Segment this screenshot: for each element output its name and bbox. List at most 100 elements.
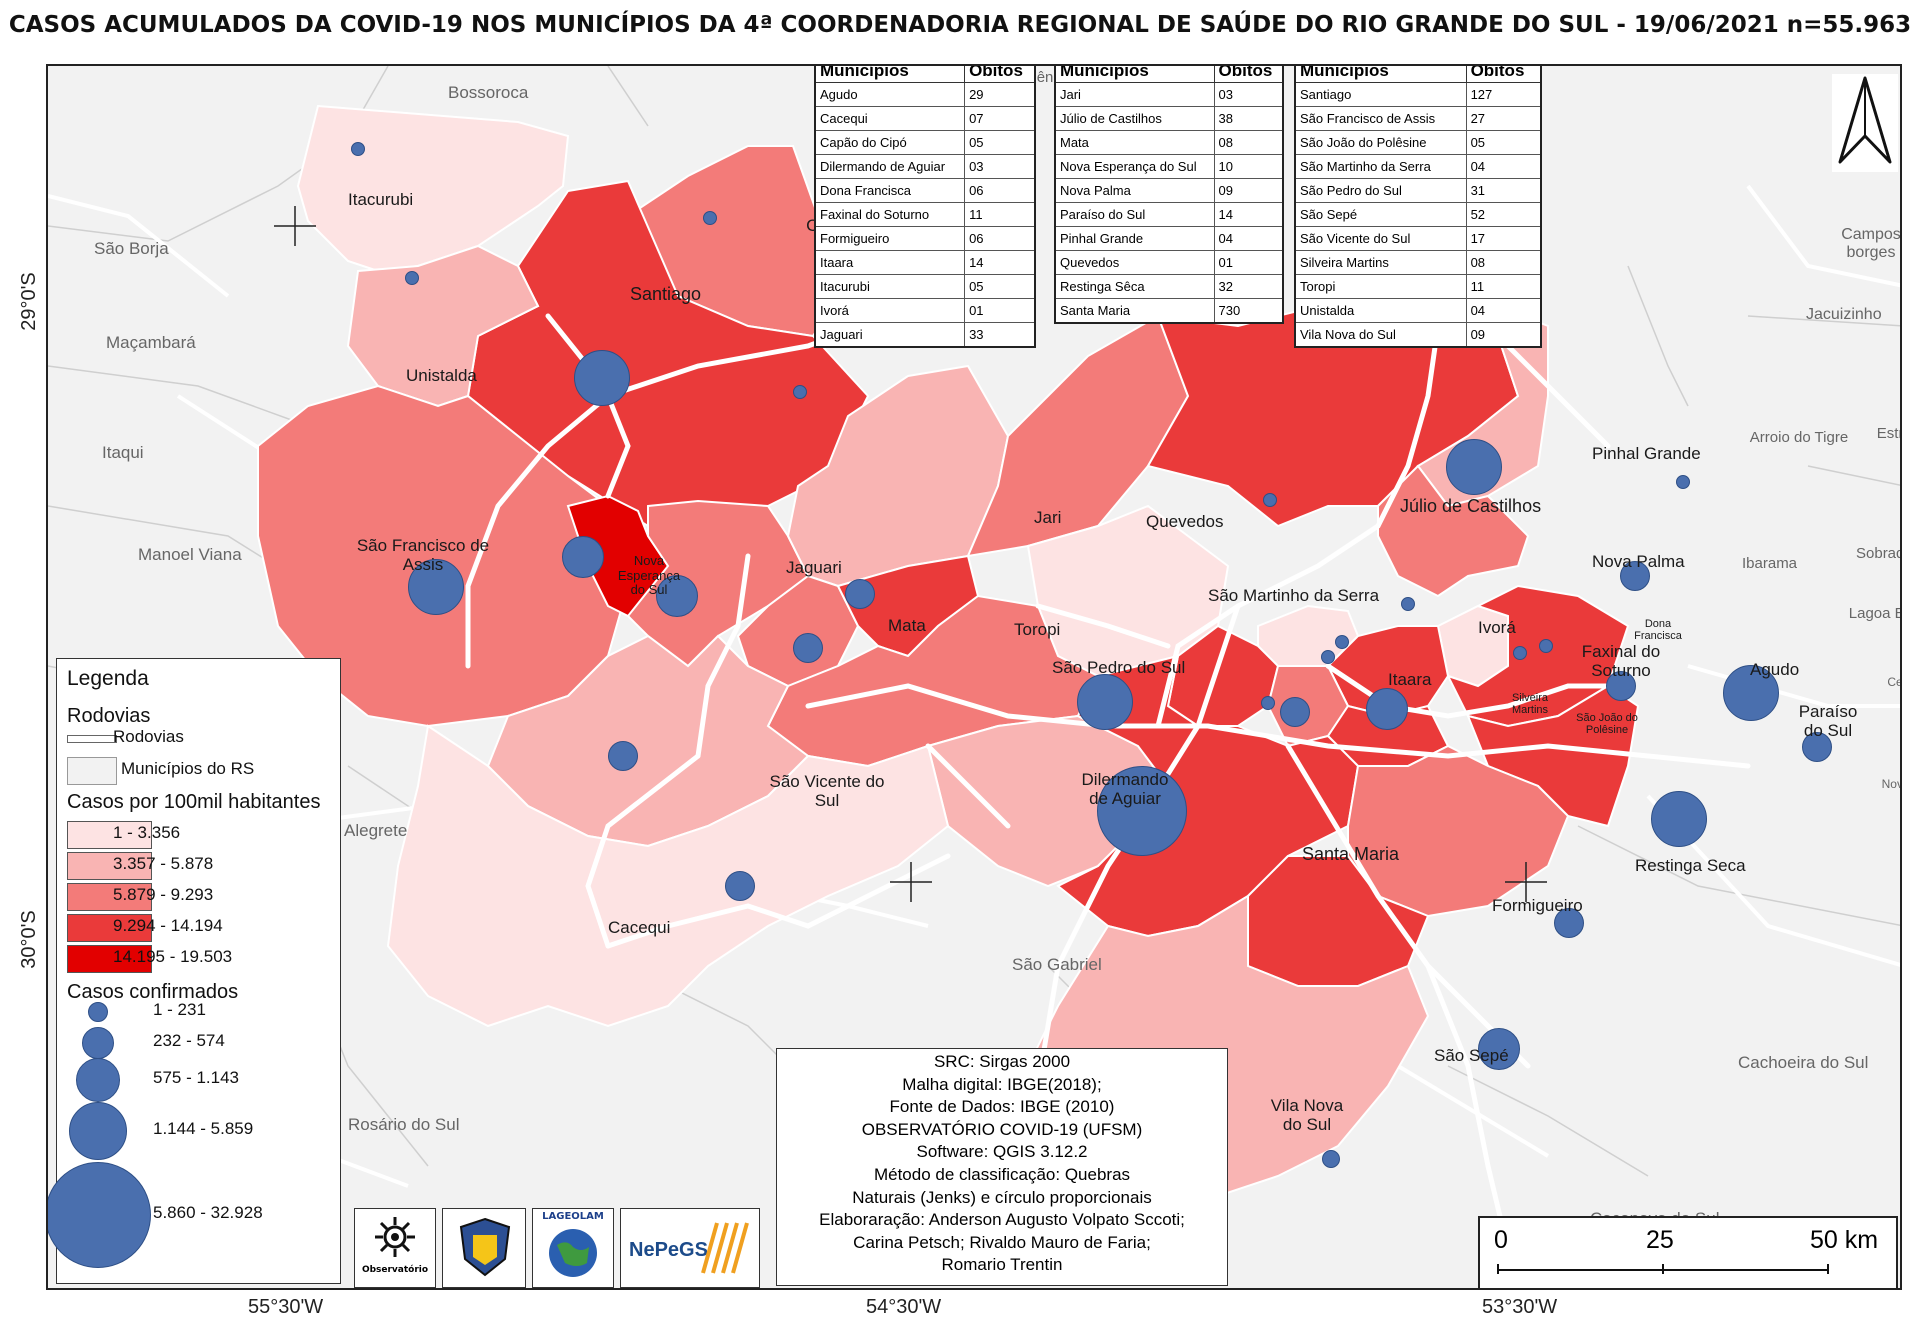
table-row: Silveira Martins 08 bbox=[1294, 250, 1542, 275]
deaths-cell: 10 bbox=[1213, 154, 1284, 179]
municipality-cell: Nova Esperança do Sul bbox=[1054, 154, 1215, 179]
metadata-box: SRC: Sirgas 2000 Malha digital: IBGE(2018… bbox=[776, 1048, 1228, 1286]
case-circle bbox=[1651, 791, 1707, 847]
municipality-cell: Santa Maria bbox=[1054, 298, 1215, 324]
case-circle bbox=[793, 633, 823, 663]
municipality-label: Mata bbox=[888, 616, 926, 635]
case-circle bbox=[1478, 1028, 1520, 1070]
metadata-line: Software: QGIS 3.12.2 bbox=[916, 1142, 1088, 1162]
legend-rate-header: Casos por 100mil habitantes bbox=[67, 791, 321, 813]
legend-rate-label: 3.357 - 5.878 bbox=[113, 854, 214, 873]
legend-rate-label: 5.879 - 9.293 bbox=[113, 885, 214, 904]
table-row: Unistalda 04 bbox=[1294, 298, 1542, 323]
table-row: São Martinho da Serra 04 bbox=[1294, 154, 1542, 179]
case-circle bbox=[1321, 650, 1335, 664]
ufsm-crest-icon bbox=[459, 1217, 511, 1277]
table-row: Itacurubi 05 bbox=[814, 274, 1036, 299]
deaths-cell: 127 bbox=[1465, 82, 1542, 107]
case-circle bbox=[845, 579, 875, 609]
municipality-cell: São Sepé bbox=[1294, 202, 1467, 227]
municipality-polygons bbox=[257, 104, 1640, 1248]
outside-place-label: Manoel Viana bbox=[138, 545, 242, 564]
deaths-cell: 06 bbox=[964, 226, 1036, 251]
table-row: Jaguari 33 bbox=[814, 322, 1036, 348]
table-row: São João do Polêsine 05 bbox=[1294, 130, 1542, 155]
deaths-cell: 38 bbox=[1213, 106, 1284, 131]
municipality-label: Santiago bbox=[630, 284, 702, 304]
table-row: Pinhal Grande 04 bbox=[1054, 226, 1284, 251]
municipality-cell: São João do Polêsine bbox=[1294, 130, 1467, 155]
legend-case-label: 575 - 1.143 bbox=[153, 1068, 240, 1087]
legend-case-label: 1.144 - 5.859 bbox=[153, 1119, 254, 1138]
case-circle bbox=[1513, 646, 1527, 660]
table-header-cell: Municípios bbox=[1054, 66, 1215, 83]
case-circle bbox=[1802, 732, 1832, 762]
outside-place-label: Arroio do Tigre bbox=[1749, 429, 1849, 446]
nepegs-graphic-icon bbox=[701, 1222, 749, 1274]
table-row: Ivorá 01 bbox=[814, 298, 1036, 323]
municipality-label: Paraíso do Sul bbox=[1798, 702, 1858, 741]
legend-rate-swatch bbox=[67, 945, 152, 973]
municipality-label: Cacequi bbox=[608, 918, 671, 937]
logo-ufsm bbox=[442, 1208, 526, 1288]
deaths-cell: 06 bbox=[964, 178, 1036, 203]
metadata-line: Elaboraração: Anderson Augusto Volpato S… bbox=[819, 1210, 1185, 1230]
globe-icon bbox=[549, 1229, 597, 1277]
municipality-cell: Mata bbox=[1054, 130, 1215, 155]
municipality-cell: São Vicente do Sul bbox=[1294, 226, 1467, 251]
outside-place-label: Rosário do Sul bbox=[348, 1115, 460, 1134]
table-row: Agudo 29 bbox=[814, 82, 1036, 107]
case-circle bbox=[1263, 493, 1277, 507]
legend-case-label: 5.860 - 32.928 bbox=[153, 1203, 263, 1222]
deaths-cell: 07 bbox=[964, 106, 1036, 131]
legend-case-circle bbox=[76, 1058, 120, 1102]
logo-lageolam-text: LAGEOLAM bbox=[542, 1211, 604, 1222]
case-circle bbox=[1366, 688, 1408, 730]
municipality-label: Ivorá bbox=[1478, 618, 1516, 637]
deaths-cell: 11 bbox=[1465, 274, 1542, 299]
deaths-cell: 14 bbox=[1213, 202, 1284, 227]
outside-place-label: Ibarama bbox=[1742, 555, 1798, 572]
legend-case-label: 1 - 231 bbox=[153, 1000, 206, 1019]
scale-label-0: 0 bbox=[1494, 1226, 1508, 1254]
municipality-label: Júlio de Castilhos bbox=[1400, 496, 1542, 516]
deaths-cell: 31 bbox=[1465, 178, 1542, 203]
outside-place-label: Lagoa Bonita bbox=[1848, 605, 1900, 622]
lon-label-1: 54°30'W bbox=[866, 1296, 942, 1318]
legend-rate-swatch bbox=[67, 883, 152, 911]
metadata-line: Método de classificação: Quebras bbox=[873, 1164, 1131, 1184]
municipality-cell: Pinhal Grande bbox=[1054, 226, 1215, 251]
table-row: São Pedro do Sul 31 bbox=[1294, 178, 1542, 203]
municipality-label: São Francisco de Assis bbox=[356, 536, 490, 575]
legend-case-circle bbox=[88, 1002, 108, 1022]
legend-roads-header: Rodovias bbox=[67, 705, 151, 727]
table-header-cell: Óbitos bbox=[964, 66, 1036, 83]
metadata-line: Naturais (Jenks) e círculo proporcionais bbox=[852, 1187, 1152, 1207]
legend-municipality-label: Municípios do RS bbox=[121, 759, 255, 778]
table-row: Quevedos 01 bbox=[1054, 250, 1284, 275]
municipality-label: Dilermando de Aguiar bbox=[1081, 770, 1169, 809]
deaths-cell: 08 bbox=[1213, 130, 1284, 155]
case-circle bbox=[1280, 697, 1310, 727]
table-row: Formigueiro 06 bbox=[814, 226, 1036, 251]
municipality-cell: Itaara bbox=[814, 250, 966, 275]
case-circle bbox=[408, 559, 464, 615]
case-circle bbox=[574, 350, 630, 406]
deaths-cell: 29 bbox=[964, 82, 1036, 107]
table-row: Paraíso do Sul 14 bbox=[1054, 202, 1284, 227]
case-circle bbox=[1446, 439, 1502, 495]
case-circle bbox=[608, 741, 638, 771]
table-row: Cacequi 07 bbox=[814, 106, 1036, 131]
case-circle bbox=[1676, 475, 1690, 489]
municipality-label: Agudo bbox=[1750, 660, 1800, 679]
case-circle bbox=[793, 385, 807, 399]
municipality-cell: Júlio de Castilhos bbox=[1054, 106, 1215, 131]
deaths-cell: 03 bbox=[1213, 82, 1284, 107]
logo-nepegs: NePeGS bbox=[620, 1208, 760, 1288]
case-circle bbox=[1723, 665, 1779, 721]
municipality-cell: Toropi bbox=[1294, 274, 1467, 299]
municipality-cell: Itacurubi bbox=[814, 274, 966, 299]
map-canvas bbox=[48, 66, 1900, 1288]
deaths-cell: 11 bbox=[964, 202, 1036, 227]
legend-rate-swatch bbox=[67, 914, 152, 942]
